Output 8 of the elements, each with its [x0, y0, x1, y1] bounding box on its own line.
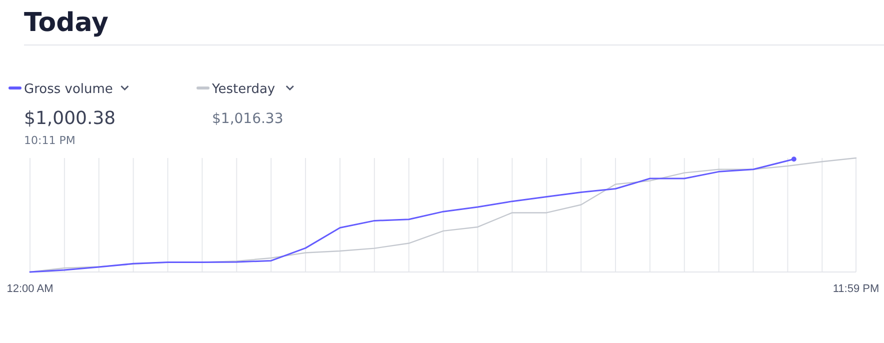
chart-title: Today: [24, 8, 108, 38]
text: $1,016.33: [212, 111, 284, 127]
legend-label: Yesterday: [211, 82, 276, 97]
text: $1,000.38: [24, 108, 116, 129]
x-tick-label: 12:00 AM: [6, 283, 54, 295]
legend-label: Gross volume: [24, 82, 113, 97]
x-tick-label: 11:59 PM: [832, 283, 880, 295]
text: 10:11 PM: [24, 134, 76, 147]
